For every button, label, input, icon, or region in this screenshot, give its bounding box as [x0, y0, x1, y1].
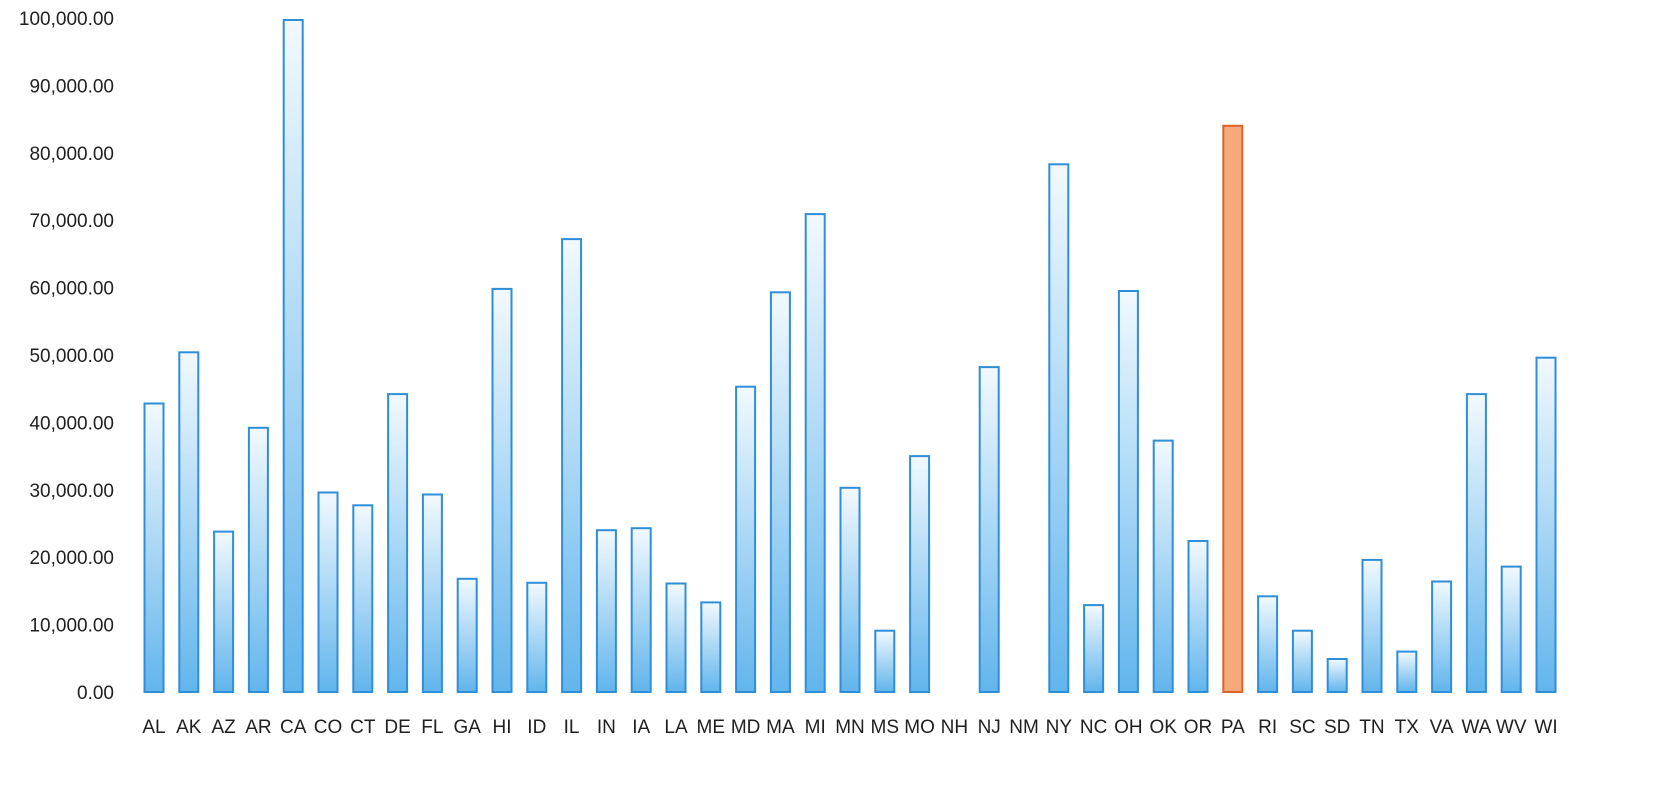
bar-va	[1431, 580, 1453, 693]
bar-hi	[491, 287, 513, 693]
x-tick-label-hi: HI	[493, 717, 512, 738]
bar-tx	[1396, 650, 1418, 693]
bar-ok	[1152, 439, 1174, 693]
x-tick-label-sd: SD	[1324, 717, 1350, 738]
x-tick-label-wa: WA	[1461, 717, 1491, 738]
y-axis: 0.00 10,000.00 20,000.00 30,000.00 40,000.00…	[19, 9, 114, 704]
x-tick-label-la: LA	[664, 717, 688, 738]
bar-nj	[978, 366, 1000, 693]
x-tick-label-de: DE	[384, 717, 410, 738]
y-tick-label: 90,000.00	[29, 76, 114, 97]
bar-ma	[769, 291, 791, 693]
x-tick-label-nj: NJ	[978, 717, 1001, 738]
x-tick-label-nc: NC	[1080, 717, 1107, 738]
bar-oh	[1117, 290, 1139, 693]
bar-mn	[839, 486, 861, 693]
bar-or	[1187, 540, 1209, 693]
bar-co	[317, 491, 339, 693]
x-tick-label-ri: RI	[1258, 717, 1277, 738]
bar-ak	[178, 351, 200, 693]
x-tick-label-mi: MI	[805, 717, 826, 738]
bars	[143, 19, 1557, 694]
y-tick-label: 20,000.00	[29, 548, 114, 569]
y-tick-label: 100,000.00	[19, 9, 114, 30]
bar-ia	[630, 527, 652, 694]
bar-de	[387, 393, 409, 693]
x-tick-label-ma: MA	[766, 717, 795, 738]
bar-al	[143, 402, 165, 693]
bar-wv	[1500, 565, 1522, 693]
x-tick-label-wv: WV	[1496, 717, 1527, 738]
x-axis: AL AK AZ AR CA CO CT DE FL GA HI ID IL IN IA LA ME MD MA MI…	[142, 717, 1557, 738]
x-tick-label-mn: MN	[835, 717, 865, 738]
bar-ny	[1048, 163, 1070, 694]
bar-ar	[247, 426, 269, 693]
x-tick-label-in: IN	[597, 717, 616, 738]
x-tick-label-co: CO	[314, 717, 343, 738]
x-tick-label-fl: FL	[421, 717, 443, 738]
x-tick-label-va: VA	[1430, 717, 1454, 738]
x-tick-label-ia: IA	[632, 717, 650, 738]
bar-mi	[804, 213, 826, 693]
bar-me	[700, 601, 722, 694]
x-tick-label-oh: OH	[1114, 717, 1143, 738]
x-tick-label-il: IL	[564, 717, 580, 738]
bar-az	[213, 530, 235, 693]
bar-la	[665, 582, 687, 693]
x-tick-label-ny: NY	[1046, 717, 1073, 738]
y-tick-label: 70,000.00	[29, 211, 114, 232]
bar-il	[561, 238, 583, 693]
bar-ri	[1257, 595, 1279, 693]
bar-fl	[421, 493, 443, 693]
x-tick-label-tn: TN	[1359, 717, 1384, 738]
x-tick-label-ga: GA	[453, 717, 481, 738]
bar-wi	[1535, 356, 1557, 693]
x-tick-label-pa: PA	[1221, 717, 1245, 738]
bar-md	[735, 385, 757, 693]
y-tick-label: 50,000.00	[29, 346, 114, 367]
y-tick-label: 0.00	[77, 683, 114, 704]
x-tick-label-al: AL	[142, 717, 165, 738]
bar-in	[595, 529, 617, 694]
x-tick-label-wi: WI	[1534, 717, 1557, 738]
y-tick-label: 60,000.00	[29, 279, 114, 300]
x-tick-label-id: ID	[527, 717, 546, 738]
x-tick-label-ct: CT	[350, 717, 376, 738]
x-tick-label-sc: SC	[1289, 717, 1315, 738]
bar-pa	[1222, 124, 1244, 694]
bar-wa	[1465, 393, 1487, 693]
bar-mo	[909, 455, 931, 693]
bar-ct	[352, 504, 374, 693]
bar-sc	[1291, 629, 1313, 694]
x-tick-label-tx: TX	[1395, 717, 1420, 738]
y-tick-label: 80,000.00	[29, 144, 114, 165]
x-tick-label-ca: CA	[280, 717, 307, 738]
bar-tn	[1361, 558, 1383, 694]
x-tick-label-az: AZ	[211, 717, 236, 738]
x-tick-label-mo: MO	[904, 717, 935, 738]
x-tick-label-ok: OK	[1149, 717, 1177, 738]
bar-ms	[874, 629, 896, 694]
bar-nc	[1083, 604, 1105, 693]
x-tick-label-ar: AR	[245, 717, 271, 738]
x-tick-label-me: ME	[697, 717, 726, 738]
x-tick-label-ak: AK	[176, 717, 202, 738]
bar-ca	[282, 19, 304, 693]
bar-id	[526, 581, 548, 693]
y-tick-label: 40,000.00	[29, 413, 114, 434]
bar-sd	[1326, 658, 1348, 693]
x-tick-label-nm: NM	[1009, 717, 1039, 738]
x-tick-label-nh: NH	[941, 717, 968, 738]
y-tick-label: 30,000.00	[29, 481, 114, 502]
x-tick-label-ms: MS	[871, 717, 900, 738]
bar-ga	[456, 577, 478, 693]
x-tick-label-or: OR	[1184, 717, 1213, 738]
x-tick-label-md: MD	[731, 717, 761, 738]
y-tick-label: 10,000.00	[29, 616, 114, 637]
